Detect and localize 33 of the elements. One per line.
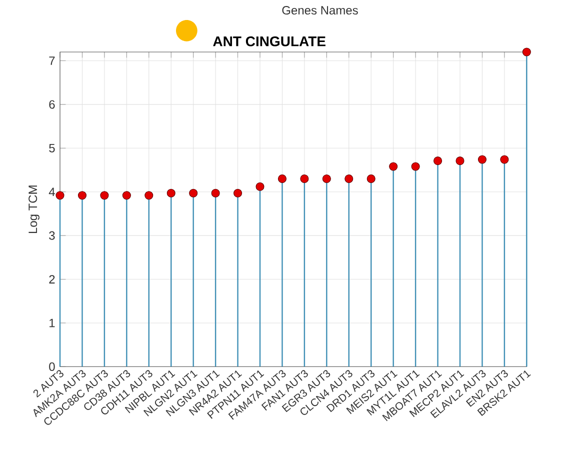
point <box>144 191 154 200</box>
point <box>434 156 442 166</box>
point <box>100 191 109 200</box>
point <box>234 188 242 198</box>
point <box>300 174 309 184</box>
point <box>389 162 398 171</box>
point <box>456 156 464 166</box>
point <box>211 188 220 198</box>
y-tick-label: 1 <box>50 318 55 328</box>
y-tick-label: 7 <box>49 56 55 65</box>
point <box>322 174 331 184</box>
point <box>166 188 176 198</box>
point <box>278 174 286 184</box>
point <box>56 191 64 200</box>
point <box>478 155 486 164</box>
y-tick-label: 2 <box>49 275 55 284</box>
y-tick-label: 4 <box>48 188 55 196</box>
point <box>344 174 354 184</box>
y-axis-title: Log TCM <box>28 186 40 234</box>
y-tick-label: 0 <box>49 362 55 371</box>
text: Genes Names <box>282 6 358 15</box>
y-tick-label: 5 <box>49 144 55 152</box>
point <box>522 48 531 56</box>
chart-title: ANT CINGULATE <box>213 36 326 46</box>
point <box>256 182 264 191</box>
point <box>411 162 420 171</box>
point <box>78 191 86 200</box>
point <box>122 191 131 200</box>
point <box>500 155 509 164</box>
y-tick-label: 3 <box>49 231 55 240</box>
point <box>189 188 198 198</box>
point <box>366 174 376 184</box>
y-tick-label: 6 <box>49 100 55 109</box>
